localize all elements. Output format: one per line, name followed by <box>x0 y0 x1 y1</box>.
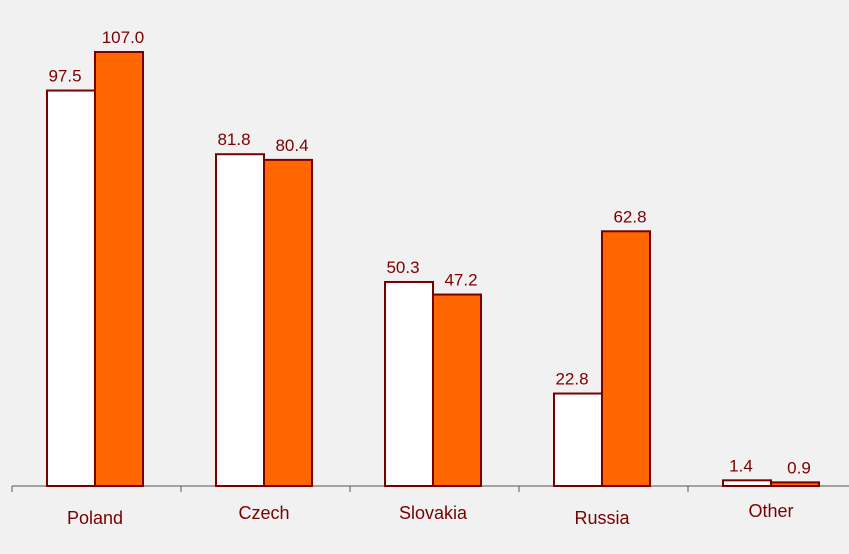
bar-russia-series-1 <box>553 392 603 487</box>
bar-poland-series-1 <box>46 89 96 487</box>
value-label: 47.2 <box>444 271 477 290</box>
value-labels: 97.5 107.0 81.8 80.4 50.3 47.2 22.8 62.8 1.4 0.9 <box>48 28 810 477</box>
bar-slovakia-series-1 <box>384 280 434 487</box>
bar-czech-series-2 <box>263 158 313 487</box>
value-label: 1.4 <box>729 456 753 475</box>
category-label-russia: Russia <box>574 508 630 528</box>
value-label: 80.4 <box>275 136 308 155</box>
category-label-other: Other <box>748 501 793 521</box>
value-label: 81.8 <box>217 130 250 149</box>
bar-poland-series-2 <box>94 51 144 487</box>
bars <box>46 51 820 488</box>
category-label-poland: Poland <box>67 508 123 528</box>
bar-czech-series-1 <box>215 153 265 488</box>
category-label-slovakia: Slovakia <box>399 503 468 523</box>
bar-other-series-2 <box>770 481 820 487</box>
bar-other-series-1 <box>722 479 772 488</box>
category-label-czech: Czech <box>238 503 289 523</box>
bar-slovakia-series-2 <box>432 293 482 488</box>
value-label: 22.8 <box>555 370 588 389</box>
value-label: 97.5 <box>48 67 81 86</box>
category-labels: Poland Czech Slovakia Russia Other <box>67 501 794 528</box>
value-label: 50.3 <box>386 258 419 277</box>
bar-russia-series-2 <box>601 230 651 487</box>
value-label: 0.9 <box>787 458 811 477</box>
value-label: 107.0 <box>102 28 145 47</box>
value-label: 62.8 <box>613 207 646 226</box>
